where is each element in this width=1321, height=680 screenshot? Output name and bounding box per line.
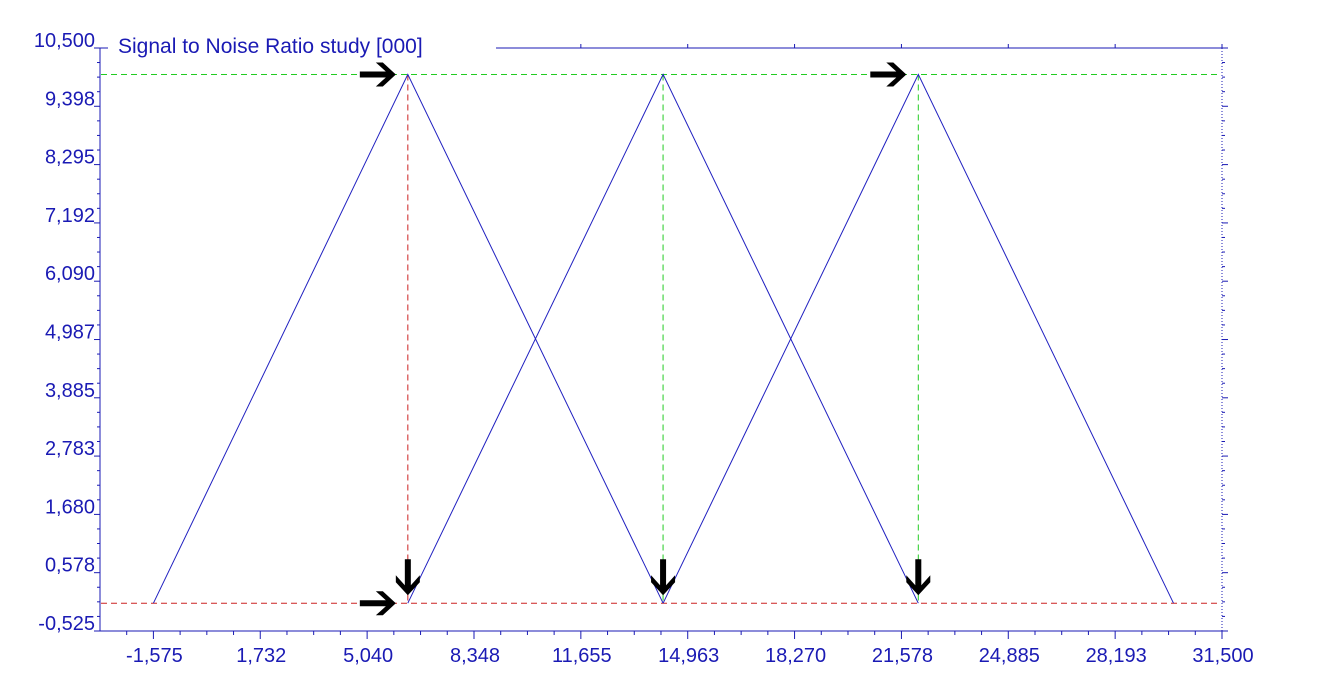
y-tick-label: 1,680 — [45, 496, 95, 518]
down-arrow-shape — [395, 559, 420, 596]
right-arrow-shape — [359, 591, 396, 616]
x-tick-label: 31,500 — [1192, 645, 1253, 667]
markers-layer — [359, 62, 931, 616]
y-tick-label: -0,525 — [38, 613, 95, 635]
series-line-2 — [407, 73, 919, 604]
y-tick-label: 8,295 — [45, 147, 95, 169]
x-tick-label: 11,655 — [552, 645, 612, 667]
chart-title: Signal to Noise Ratio study [000] — [118, 35, 423, 58]
y-tick-label: 10,500 — [34, 30, 95, 52]
x-tick-label: 21,578 — [872, 645, 933, 667]
reference-lines — [101, 73, 1221, 604]
y-tick-label: 9,398 — [45, 88, 95, 110]
y-tick-label: 2,783 — [45, 438, 95, 460]
series-line-3 — [662, 73, 1174, 604]
down-arrow-icon — [395, 559, 420, 596]
x-tick-label: -1,575 — [126, 645, 183, 667]
down-arrow-shape — [906, 559, 931, 596]
y-tick-label: 4,987 — [45, 322, 95, 344]
right-arrow-shape — [870, 62, 907, 87]
axes: -0,525 0,578 1,680 2,783 3,885 4,987 6,090 7,19… — [34, 30, 1254, 667]
x-tick-label: 1,732 — [236, 645, 286, 667]
title-background — [108, 32, 496, 60]
right-arrow-icon — [870, 62, 907, 87]
y-tick-label: 6,090 — [45, 263, 95, 285]
x-tick-label: 5,040 — [343, 645, 393, 667]
x-tick-label: 24,885 — [979, 645, 1040, 667]
x-tick-label: 8,348 — [450, 645, 500, 667]
series-line-1 — [152, 73, 664, 604]
y-tick-label: 0,578 — [45, 555, 95, 577]
down-arrow-icon — [906, 559, 931, 596]
y-tick-label: 3,885 — [45, 380, 95, 402]
x-tick-label: 28,193 — [1086, 645, 1147, 667]
series-layer — [152, 73, 1174, 604]
right-arrow-icon — [359, 62, 396, 87]
x-tick-label: 18,270 — [765, 645, 826, 667]
x-tick-label: 14,963 — [658, 645, 719, 667]
down-arrow-icon — [651, 559, 676, 596]
right-arrow-shape — [359, 62, 396, 87]
y-tick-label: 7,192 — [45, 205, 95, 227]
right-arrow-icon — [359, 591, 396, 616]
down-arrow-shape — [651, 559, 676, 596]
